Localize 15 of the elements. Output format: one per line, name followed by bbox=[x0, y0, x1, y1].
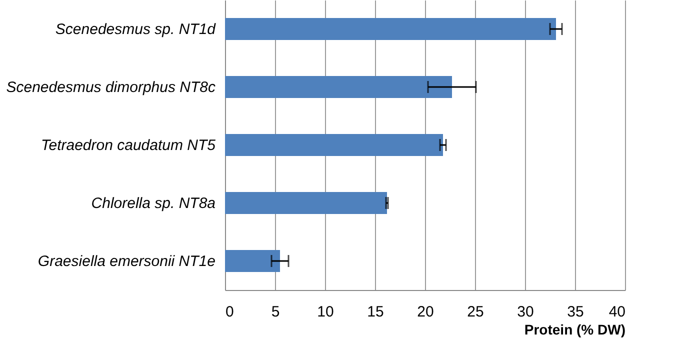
x-tick-label: 25 bbox=[467, 304, 484, 320]
y-tick-label: Scenedesmus dimorphus NT8c bbox=[6, 79, 216, 96]
x-axis-title: Protein (% DW) bbox=[524, 322, 626, 338]
y-tick-label: Chlorella sp. NT8a bbox=[91, 195, 216, 212]
y-tick-label: Tetraedron caudatum NT5 bbox=[40, 137, 216, 154]
x-tick-label: 35 bbox=[567, 304, 584, 320]
x-tick-label: 30 bbox=[517, 304, 534, 320]
y-tick-label: Scenedesmus sp. NT1d bbox=[55, 21, 216, 38]
x-tick-label: 0 bbox=[226, 304, 234, 320]
x-tick-label: 15 bbox=[367, 304, 384, 320]
x-tick-label: 10 bbox=[317, 304, 334, 320]
x-tick-label: 40 bbox=[608, 304, 626, 320]
x-tick-label: 20 bbox=[417, 304, 434, 320]
y-tick-label: Graesiella emersonii NT1e bbox=[38, 253, 216, 270]
x-tick-label: 5 bbox=[271, 304, 280, 320]
